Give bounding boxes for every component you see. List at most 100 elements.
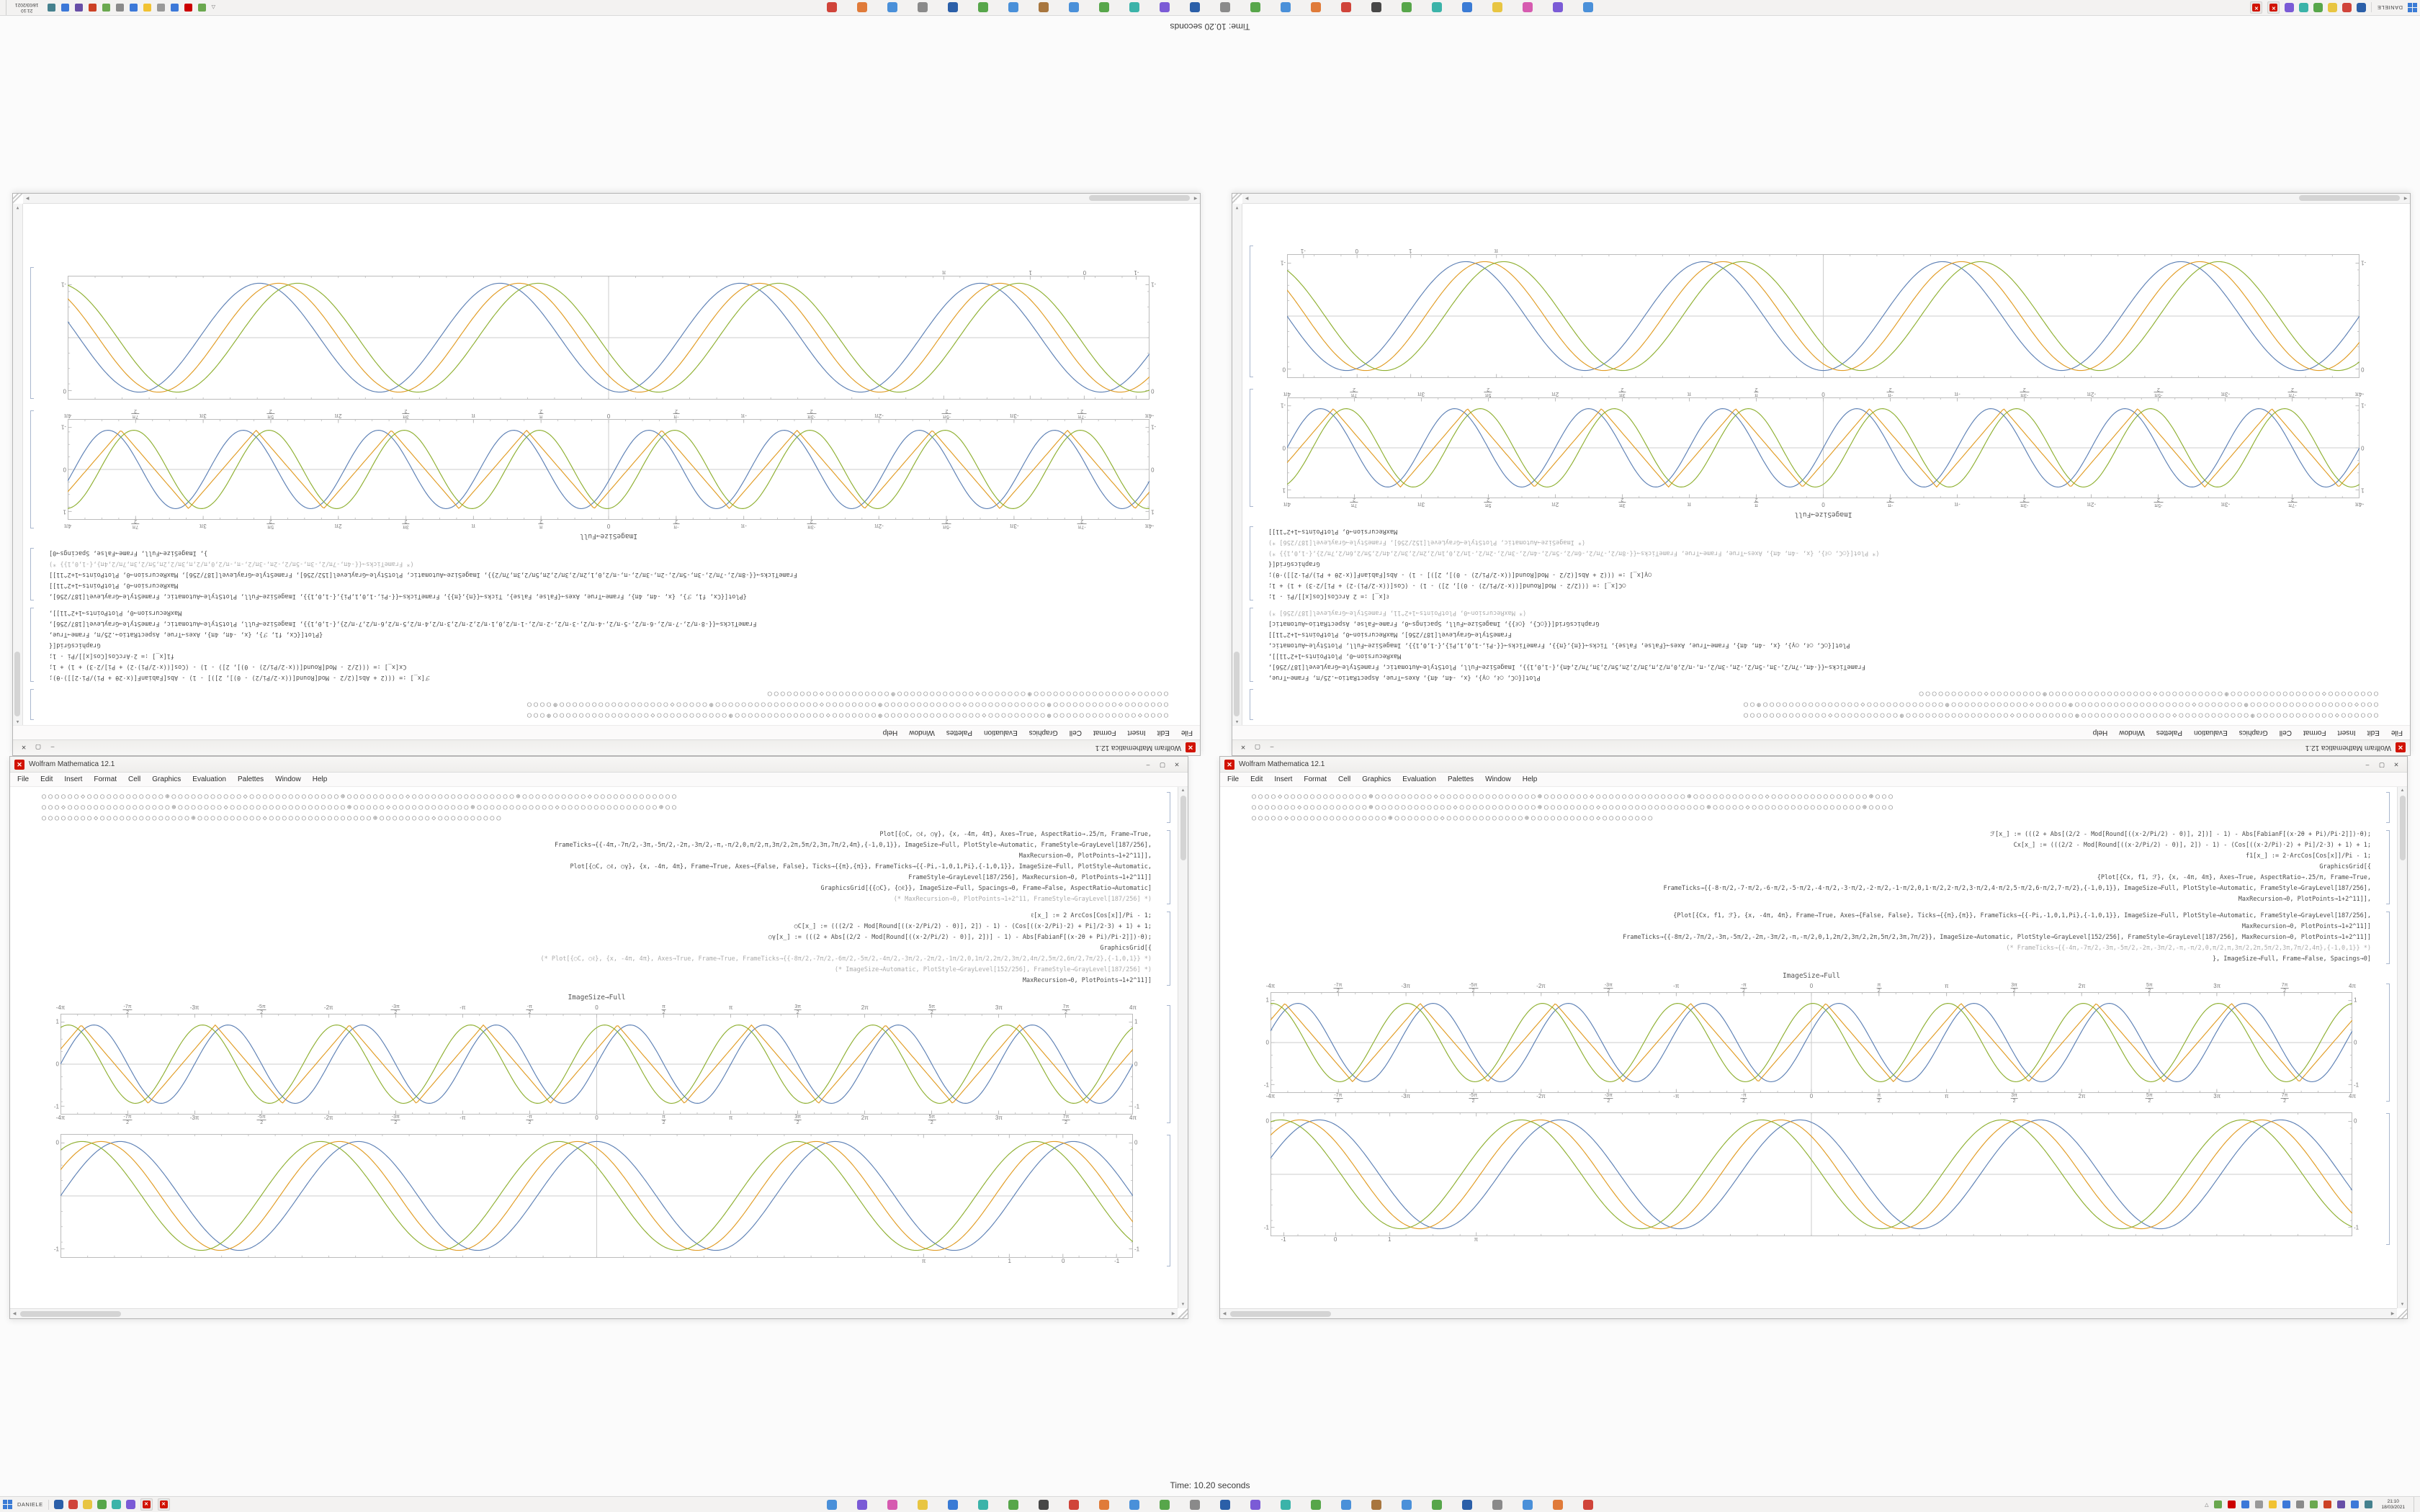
taskbar-quicklaunch-icon-2[interactable]	[68, 1500, 78, 1509]
pinned-app-icon-17[interactable]	[1099, 2, 1109, 13]
pinned-app-icon-12[interactable]	[1250, 2, 1260, 13]
show-desktop-button[interactable]	[2414, 1496, 2417, 1512]
pinned-app-icon-2[interactable]	[1553, 2, 1563, 13]
cell-bracket[interactable]	[1250, 608, 1253, 682]
taskbar-window-button-1[interactable]: ✕	[140, 1498, 153, 1511]
menu-item-format[interactable]: Format	[94, 775, 117, 783]
menu-item-help[interactable]: Help	[882, 729, 898, 737]
menu-item-insert[interactable]: Insert	[2337, 729, 2356, 737]
taskbar-quicklaunch-icon-6[interactable]	[2285, 3, 2295, 12]
menu-item-file[interactable]: File	[1180, 729, 1193, 737]
menu-item-format[interactable]: Format	[2303, 729, 2326, 737]
system-clock[interactable]: 21:10 18/03/2021	[12, 2, 42, 14]
tray-icon-8[interactable]	[102, 4, 110, 12]
tray-icon-12[interactable]	[47, 4, 55, 12]
menu-item-graphics[interactable]: Graphics	[2238, 729, 2268, 737]
pinned-app-icon-11[interactable]	[1281, 2, 1291, 13]
menu-item-insert[interactable]: Insert	[1127, 729, 1146, 737]
cell-bracket[interactable]	[1250, 389, 1253, 507]
scroll-right-icon[interactable]: ▶	[1245, 196, 1249, 201]
close-button[interactable]: ✕	[1174, 760, 1180, 768]
system-clock[interactable]: 21:10 18/03/2021	[2378, 1499, 2408, 1511]
menu-item-edit[interactable]: Edit	[40, 775, 53, 783]
pinned-app-icon-20[interactable]	[1008, 2, 1018, 13]
menu-item-cell[interactable]: Cell	[128, 775, 141, 783]
menu-item-palettes[interactable]: Palettes	[946, 729, 972, 737]
pinned-app-icon-15[interactable]	[1250, 1499, 1260, 1510]
pinned-app-icon-19[interactable]	[1039, 2, 1049, 13]
tray-icon-1[interactable]	[2214, 1500, 2223, 1508]
pinned-app-icon-4[interactable]	[1492, 2, 1502, 13]
scroll-up-icon[interactable]: ▲	[1180, 788, 1186, 793]
pinned-app-icon-26[interactable]	[827, 2, 837, 13]
taskbar-quicklaunch-icon-1[interactable]	[2357, 3, 2367, 12]
menu-item-help[interactable]: Help	[312, 775, 328, 783]
scrollbar-thumb[interactable]	[1180, 796, 1186, 860]
input-cell-code-1[interactable]: Plot[{○C, ○ℓ, ○γ}, {x, -4π, 4π}, Axes→Tr…	[1250, 607, 2378, 683]
menu-item-insert[interactable]: Insert	[1274, 775, 1293, 783]
close-button[interactable]: ✕	[1240, 744, 1246, 752]
cell-bracket[interactable]	[1250, 526, 1253, 600]
maximize-button[interactable]: ▢	[35, 744, 42, 752]
tray-icon-10[interactable]	[74, 4, 83, 12]
pinned-app-icon-16[interactable]	[1281, 1499, 1291, 1510]
input-cell-code-1[interactable]: ℱ[x_] := (((2 + Abs[(2/2 - Mod[Round[((x…	[30, 607, 1168, 683]
input-cell-expression[interactable]: ○○○○○○◇○○○○○○○○○○○○⊕○○○○○○○○○○○◇○○○○○○○○…	[42, 791, 1170, 824]
pinned-app-icon-23[interactable]	[1492, 1499, 1502, 1510]
menu-item-window[interactable]: Window	[2119, 729, 2145, 737]
horizontal-scrollbar[interactable]: ◀ ▶	[10, 1308, 1178, 1318]
pinned-app-icon-13[interactable]	[1220, 2, 1230, 13]
cell-bracket[interactable]	[2386, 984, 2390, 1102]
cell-bracket[interactable]	[1167, 1005, 1170, 1123]
menu-item-cell[interactable]: Cell	[1069, 729, 1082, 737]
pinned-app-icon-5[interactable]	[1462, 2, 1472, 13]
pinned-app-icon-25[interactable]	[857, 2, 867, 13]
cell-bracket[interactable]	[30, 548, 34, 600]
cell-bracket[interactable]	[30, 689, 34, 720]
pinned-app-icon-11[interactable]	[1129, 1499, 1139, 1510]
cell-bracket[interactable]	[1250, 246, 1253, 377]
window-titlebar[interactable]: ✕ Wolfram Mathematica 12.1 – ▢ ✕	[13, 739, 1200, 755]
taskbar-quicklaunch-icon-3[interactable]	[2328, 3, 2338, 12]
menu-item-file[interactable]: File	[2390, 729, 2403, 737]
tray-icon-7[interactable]	[2296, 1500, 2305, 1508]
tray-icon-4[interactable]	[156, 4, 165, 12]
menu-item-palettes[interactable]: Palettes	[238, 775, 264, 783]
menu-item-graphics[interactable]: Graphics	[152, 775, 182, 783]
taskbar-quicklaunch-icon-4[interactable]	[97, 1500, 107, 1509]
pinned-app-icon-23[interactable]	[918, 2, 928, 13]
show-desktop-button[interactable]	[3, 0, 6, 16]
menu-item-window[interactable]: Window	[1485, 775, 1511, 783]
pinned-app-icon-8[interactable]	[1371, 2, 1381, 13]
cell-bracket[interactable]	[1167, 830, 1170, 904]
pinned-app-icon-15[interactable]	[1160, 2, 1170, 13]
menu-item-file[interactable]: File	[17, 775, 30, 783]
scrollbar-thumb[interactable]	[2299, 195, 2400, 202]
maximize-button[interactable]: ▢	[1254, 744, 1261, 752]
tray-icon-10[interactable]	[2337, 1500, 2346, 1508]
menu-item-format[interactable]: Format	[1093, 729, 1116, 737]
maximize-button[interactable]: ▢	[1159, 760, 1166, 768]
vertical-scrollbar[interactable]: ▲ ▼	[2397, 787, 2407, 1308]
tray-icon-2[interactable]	[184, 4, 192, 12]
tray-icon-3[interactable]	[2241, 1500, 2250, 1508]
menu-item-edit[interactable]: Edit	[1250, 775, 1263, 783]
menu-item-cell[interactable]: Cell	[1338, 775, 1351, 783]
pinned-app-icon-24[interactable]	[887, 2, 897, 13]
scrollbar-thumb[interactable]	[14, 652, 21, 716]
tray-icon-4[interactable]	[2255, 1500, 2264, 1508]
horizontal-scrollbar[interactable]: ◀ ▶	[23, 194, 1200, 204]
input-cell-code-2[interactable]: {Plot[{Cx, f1, ℱ}, {x, -4π, 4π}, Frame→T…	[1252, 911, 2390, 965]
pinned-app-icon-8[interactable]	[1039, 1499, 1049, 1510]
menu-item-help[interactable]: Help	[2092, 729, 2108, 737]
pinned-app-icon-6[interactable]	[978, 1499, 988, 1510]
tray-icon-5[interactable]	[2269, 1500, 2277, 1508]
tray-icon-8[interactable]	[2310, 1500, 2318, 1508]
pinned-app-icon-6[interactable]	[1432, 2, 1442, 13]
pinned-app-icon-5[interactable]	[948, 1499, 958, 1510]
menu-item-cell[interactable]: Cell	[2279, 729, 2292, 737]
menu-item-window[interactable]: Window	[275, 775, 301, 783]
menu-item-window[interactable]: Window	[909, 729, 935, 737]
scroll-left-icon[interactable]: ◀	[1193, 196, 1198, 201]
pinned-app-icon-21[interactable]	[1432, 1499, 1442, 1510]
